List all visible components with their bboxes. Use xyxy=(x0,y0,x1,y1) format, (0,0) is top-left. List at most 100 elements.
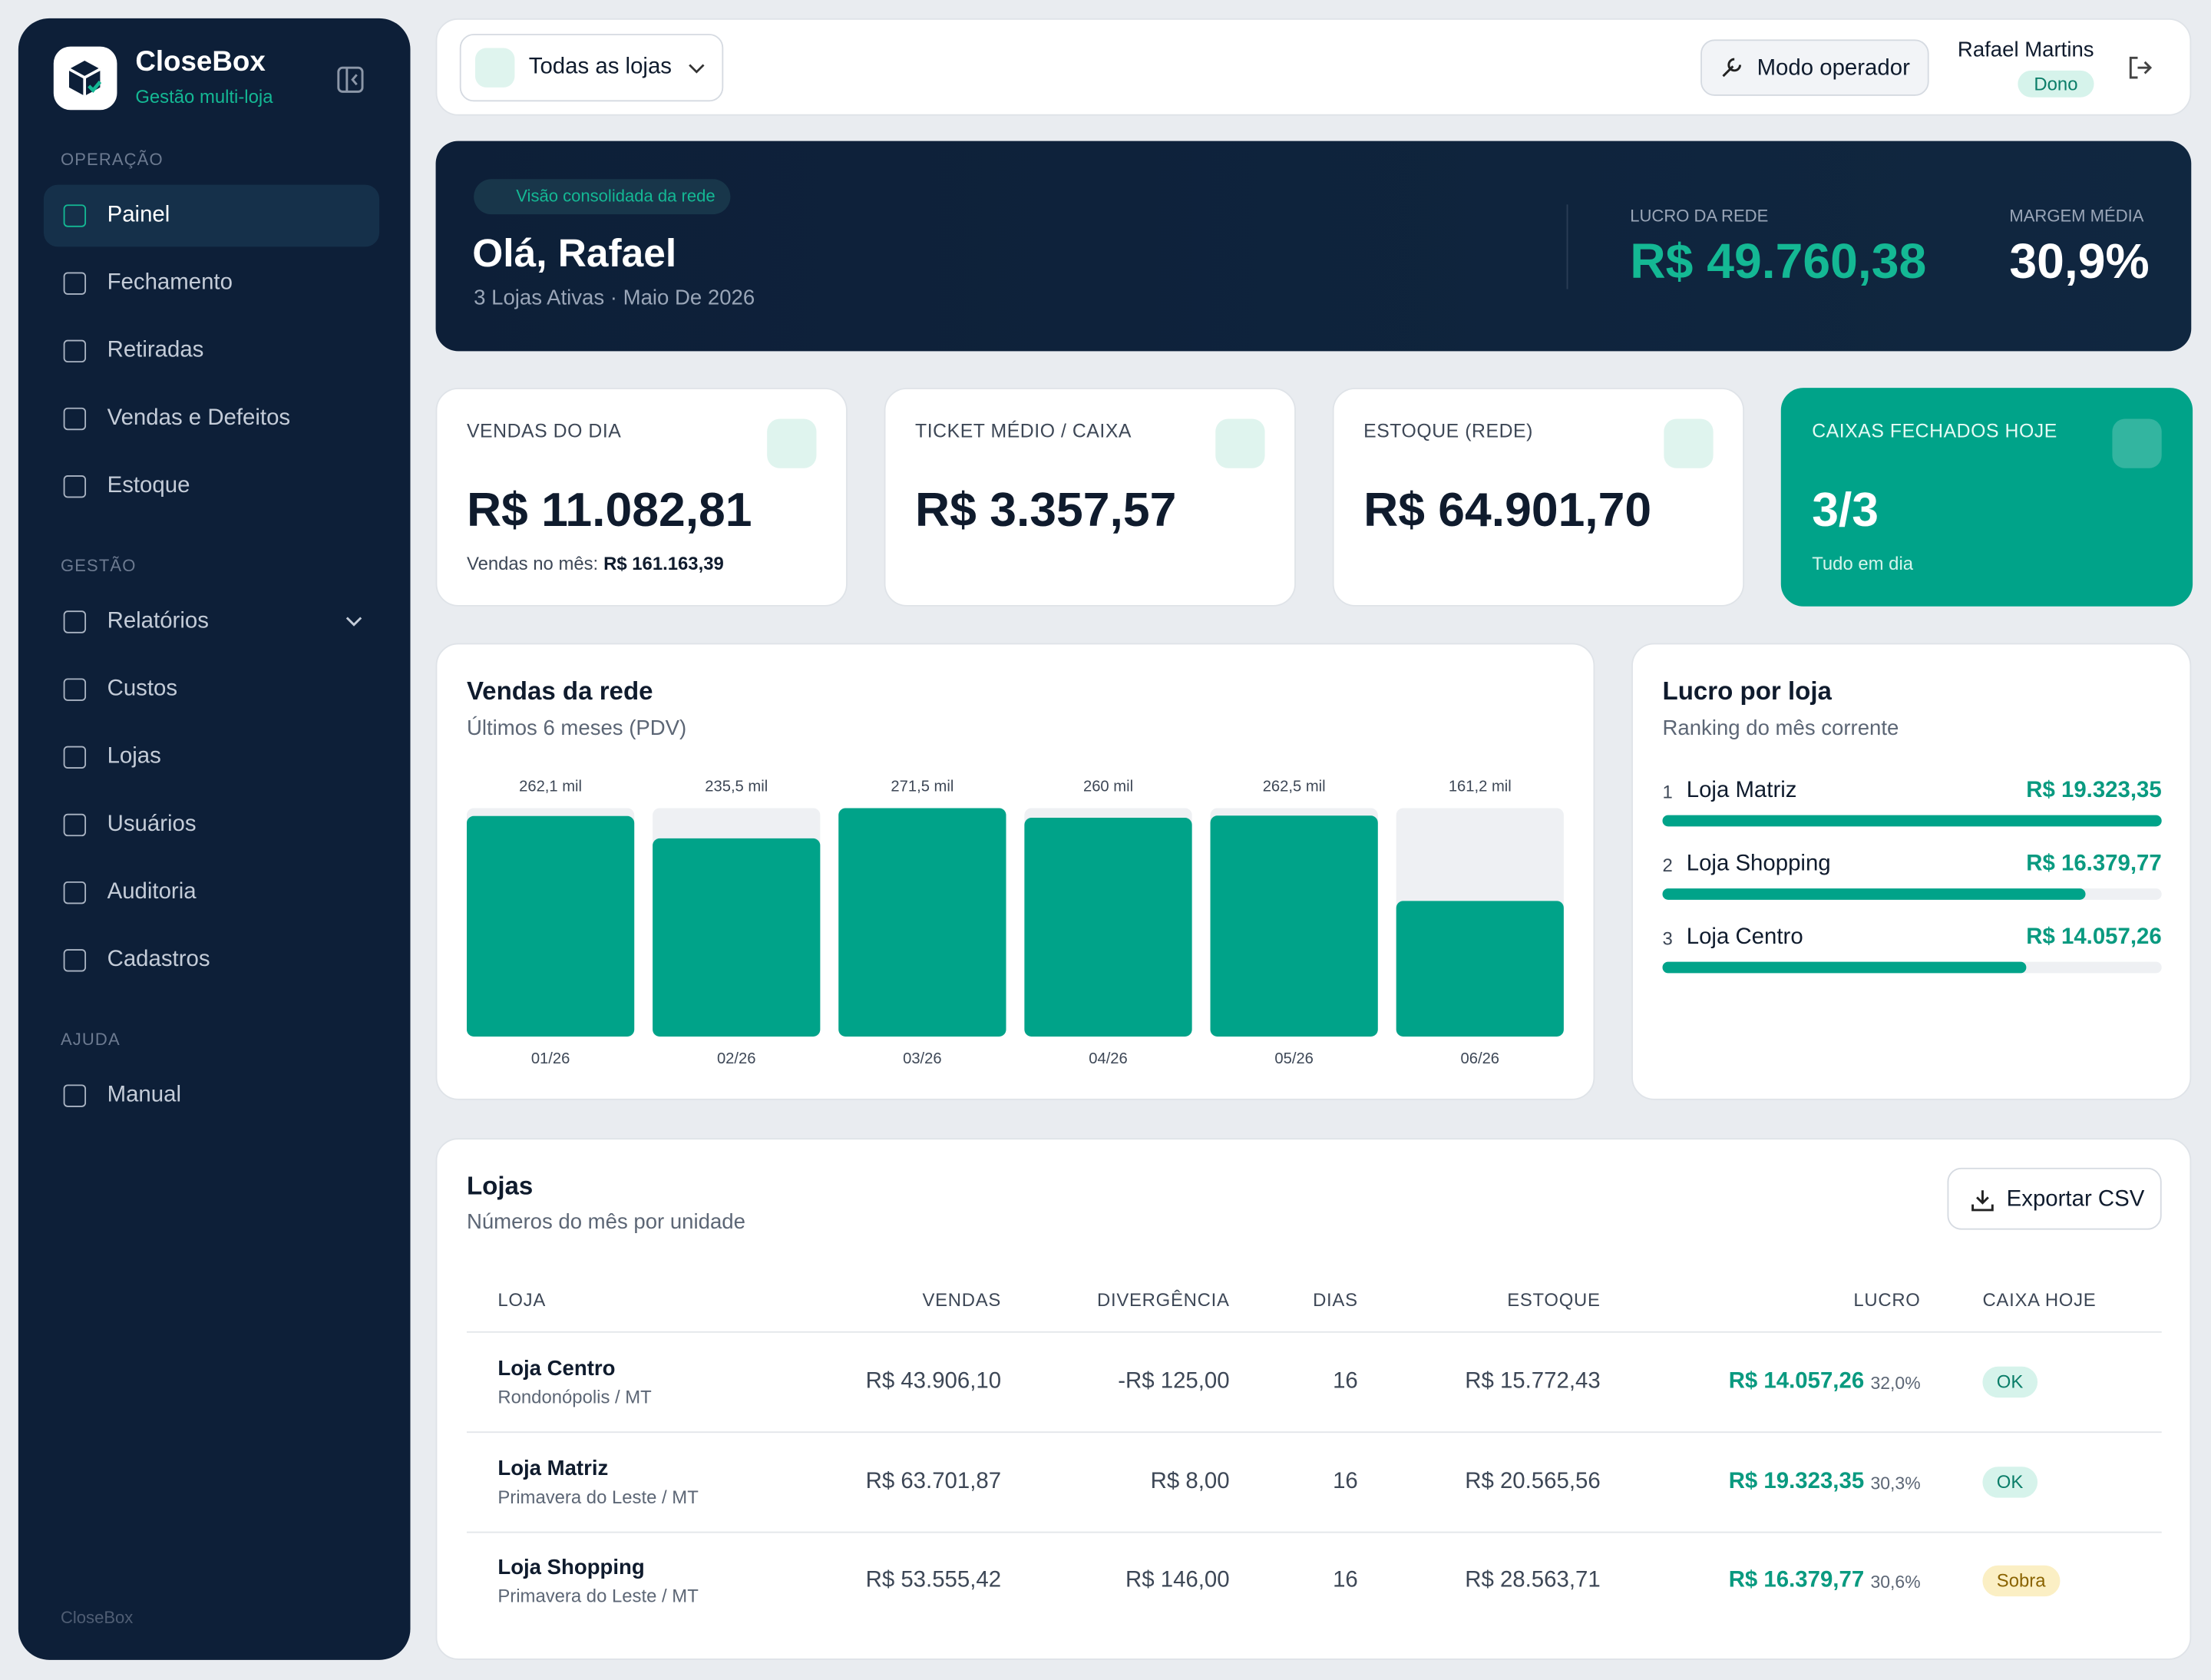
kpi-label: ESTOQUE (REDE) xyxy=(1363,420,1533,441)
export-button[interactable]: Exportar CSV xyxy=(1947,1167,2162,1230)
export-label: Exportar CSV xyxy=(2006,1187,2145,1212)
value-label: 262,1 mil xyxy=(519,778,582,795)
nav-item[interactable]: Fechamento xyxy=(107,270,233,295)
stock: R$ 15.772,43 xyxy=(1465,1369,1601,1394)
stat-value: 30,9% xyxy=(2009,233,2150,289)
value-label: 262,5 mil xyxy=(1263,778,1326,795)
nav-active xyxy=(43,184,380,247)
store-name: Loja Shopping xyxy=(497,1555,645,1580)
row-rule xyxy=(466,1431,2162,1434)
nav-item[interactable]: Custos xyxy=(107,676,178,701)
status-badge: OK xyxy=(1982,1366,2037,1398)
download-icon xyxy=(1971,1190,1994,1212)
nav-item[interactable]: Estoque xyxy=(107,474,190,498)
divergence: -R$ 125,00 xyxy=(1118,1369,1230,1394)
rank-track xyxy=(1662,961,2162,974)
column-header: LOJA xyxy=(497,1288,547,1311)
kpi-note-value: R$ 161.163,39 xyxy=(603,552,724,574)
brand: CloseBox xyxy=(135,46,266,78)
rank-value: R$ 14.057,26 xyxy=(2026,924,2162,950)
ranking-title: Lucro por loja xyxy=(1662,676,1832,706)
user-name: Rafael Martins xyxy=(1957,38,2094,62)
nav-icon xyxy=(63,272,87,295)
value-label: 260 mil xyxy=(1083,778,1133,795)
sales: R$ 53.555,42 xyxy=(865,1568,1002,1592)
header-rule xyxy=(466,1331,2162,1333)
tagline: Gestão multi-loja xyxy=(135,86,273,107)
kpi-icon xyxy=(767,418,817,468)
nav-item[interactable]: Usuários xyxy=(107,812,197,837)
status-badge: OK xyxy=(1982,1466,2037,1497)
sales: R$ 63.701,87 xyxy=(865,1468,1002,1493)
rank-track xyxy=(1662,888,2162,900)
kpi-card xyxy=(1780,388,2193,607)
stat-label: MARGEM MÉDIA xyxy=(2009,206,2144,226)
value-label: 271,5 mil xyxy=(891,778,953,795)
hero-badge: Visão consolidada da rede xyxy=(474,179,731,215)
store-location: Primavera do Leste / MT xyxy=(497,1585,699,1607)
x-tick-label: 05/26 xyxy=(1274,1050,1314,1067)
rank-number: 1 xyxy=(1662,781,1673,803)
store-name: Loja Matriz xyxy=(497,1456,609,1480)
kpi-label: CAIXAS FECHADOS HOJE xyxy=(1812,420,2057,441)
divider xyxy=(1566,204,1568,289)
sales: R$ 43.906,10 xyxy=(865,1369,1002,1394)
kpi-icon xyxy=(1664,418,1714,468)
store-select[interactable]: Todas as lojas xyxy=(459,34,724,102)
kpi-label: TICKET MÉDIO / CAIXA xyxy=(915,420,1132,441)
nav-icon xyxy=(63,475,87,498)
nav-section-title: AJUDA xyxy=(60,1029,121,1050)
bar-chart: 262,1 mil 01/26 235,5 mil 02/26 271,5 mil 03/… xyxy=(466,778,1564,1067)
nav-item[interactable]: Painel xyxy=(107,203,170,227)
nav-item[interactable]: Lojas xyxy=(107,744,161,769)
row-rule xyxy=(466,1530,2162,1533)
rank-store: Loja Matriz xyxy=(1686,778,1797,803)
divergence: R$ 146,00 xyxy=(1125,1568,1230,1592)
chevron xyxy=(689,64,705,74)
stat-value: R$ 49.760,38 xyxy=(1630,233,1927,289)
logout-button[interactable] xyxy=(2127,54,2155,82)
nav-icon xyxy=(63,1084,87,1107)
bar xyxy=(653,838,821,1037)
store-name: Loja Centro xyxy=(497,1356,616,1381)
nav-item[interactable]: Auditoria xyxy=(107,880,197,904)
kpi-label: VENDAS DO DIA xyxy=(466,420,622,441)
days: 16 xyxy=(1333,1369,1358,1394)
x-tick-label: 06/26 xyxy=(1461,1050,1500,1067)
nav-item[interactable]: Relatórios xyxy=(107,609,209,633)
nav-icon xyxy=(63,746,87,769)
bar xyxy=(1210,815,1378,1037)
kpi-value: R$ 11.082,81 xyxy=(466,483,752,537)
margin: 30,3% xyxy=(1870,1473,1921,1493)
ranking-card xyxy=(1631,643,2192,1100)
table-subtitle: Números do mês por unidade xyxy=(466,1209,745,1235)
bar xyxy=(1396,901,1564,1037)
nav-icon xyxy=(63,204,87,227)
nav-item[interactable]: Retiradas xyxy=(107,338,204,363)
bar xyxy=(466,815,635,1037)
nav-icon xyxy=(63,813,87,837)
nav-item[interactable]: Vendas e Defeitos xyxy=(107,405,291,431)
rank-bar xyxy=(1662,961,2026,974)
column-header: CAIXA HOJE xyxy=(1982,1288,2097,1311)
stat-label: LUCRO DA REDE xyxy=(1630,206,1769,226)
nav-icon xyxy=(63,339,87,363)
bar xyxy=(838,808,1006,1037)
column-header: ESTOQUE xyxy=(1507,1288,1601,1311)
rank-number: 2 xyxy=(1662,855,1673,876)
stock: R$ 28.563,71 xyxy=(1465,1568,1601,1592)
greeting: Olá, Rafael xyxy=(472,231,677,276)
collapse-button[interactable] xyxy=(335,64,366,95)
operator-label: Modo operador xyxy=(1757,56,1910,81)
store-location: Rondonópolis / MT xyxy=(497,1386,652,1408)
nav-item[interactable]: Manual xyxy=(107,1083,181,1107)
logo-icon xyxy=(68,60,102,96)
nav-item[interactable]: Cadastros xyxy=(107,947,210,972)
rank-value: R$ 16.379,77 xyxy=(2026,852,2162,876)
nav-section-title: OPERAÇÃO xyxy=(60,149,164,170)
operator-button[interactable]: Modo operador xyxy=(1700,39,1929,96)
rank-bar xyxy=(1662,888,2086,900)
user-role: Dono xyxy=(2018,70,2094,98)
